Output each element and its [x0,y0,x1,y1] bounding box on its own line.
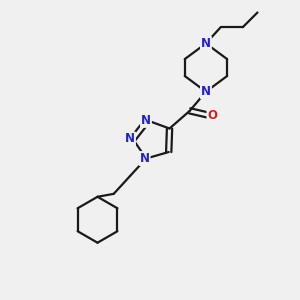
Text: N: N [125,133,135,146]
Text: N: N [141,114,151,127]
Text: N: N [201,85,211,98]
Text: N: N [140,152,150,165]
Text: O: O [207,109,218,122]
Text: N: N [201,37,211,50]
